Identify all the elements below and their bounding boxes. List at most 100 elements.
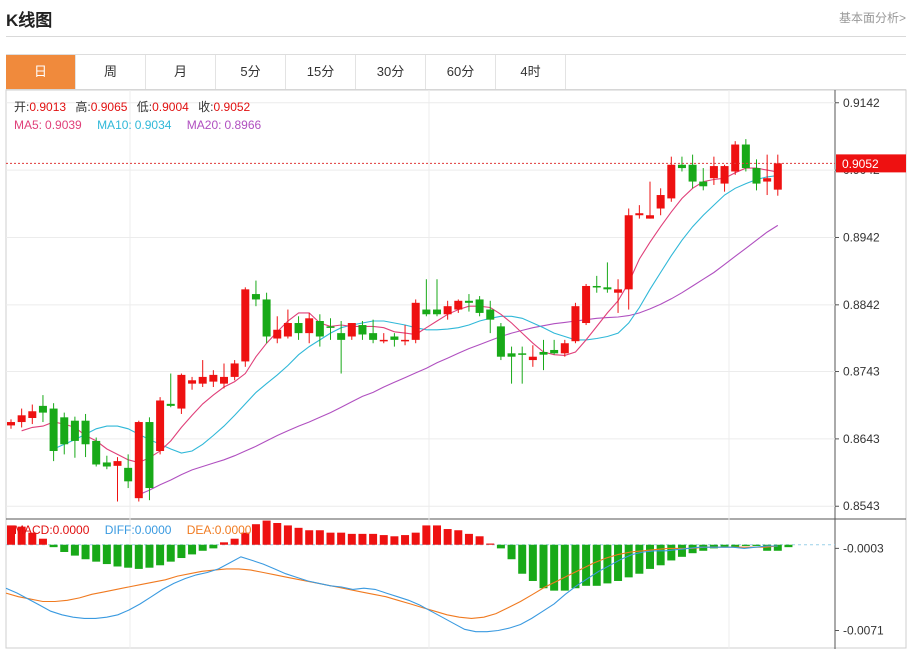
tab-30min[interactable]: 30分: [356, 55, 426, 89]
candle-body: [518, 353, 527, 355]
price-tick-label: 0.8842: [843, 298, 880, 312]
macd-bar: [635, 544, 644, 574]
candle-body: [230, 363, 239, 377]
macd-bar: [358, 533, 367, 545]
candle-body: [283, 323, 292, 337]
macd-legend: MACD:0.0000 DIFF:0.0000 DEA:0.0000: [14, 523, 252, 537]
macd-bar: [592, 544, 601, 586]
tab-5min[interactable]: 5分: [216, 55, 286, 89]
macd-bar: [486, 543, 495, 545]
candle-body: [592, 285, 601, 288]
macd-bar: [113, 544, 122, 567]
macd-bar: [102, 544, 111, 565]
price-tick-label: 0.8942: [843, 230, 880, 244]
fundamental-analysis-link[interactable]: 基本面分析>: [838, 11, 906, 25]
chart-frame: [5, 89, 907, 649]
candle-body: [422, 309, 431, 315]
candle-body: [251, 294, 260, 300]
macd-bar: [539, 544, 548, 589]
candle-body: [390, 336, 399, 340]
candle-body: [347, 323, 356, 337]
macd-bar: [496, 544, 505, 549]
candle-body: [145, 422, 154, 489]
period-tabs: 日 周 月 5分 15分 30分 60分 4时: [6, 54, 906, 90]
candle-body: [156, 400, 165, 452]
candle-body: [220, 376, 228, 384]
macd-bar: [656, 544, 665, 566]
macd-histogram: [7, 520, 793, 591]
macd-bar: [773, 544, 782, 551]
ma-legend: MA5: 0.9039 MA10: 0.9034 MA20: 0.8966: [14, 118, 262, 132]
candle-body: [38, 405, 47, 413]
candle-body: [411, 302, 420, 340]
ma20-line: [138, 224, 779, 496]
last-price-badge: [836, 154, 906, 173]
macd-bar: [614, 544, 623, 581]
macd-bar: [433, 525, 441, 545]
macd-bar: [667, 544, 676, 561]
price-tick-label: 0.9142: [843, 96, 880, 110]
macd-bar: [241, 532, 250, 545]
tab-day[interactable]: 日: [6, 55, 76, 89]
candle-body: [741, 144, 750, 169]
macd-bar: [294, 527, 303, 545]
tab-month[interactable]: 月: [146, 55, 216, 89]
dea-line: [5, 545, 778, 619]
candle-body: [401, 339, 410, 342]
macd-bar: [443, 529, 452, 545]
tab-60min[interactable]: 60分: [426, 55, 496, 89]
header-divider: [6, 36, 906, 37]
candle-body: [614, 289, 623, 293]
macd-bar: [454, 530, 463, 545]
macd-bar: [411, 532, 420, 545]
candle-body: [70, 420, 79, 441]
macd-bar: [92, 544, 101, 562]
candle-body: [358, 325, 367, 335]
macd-bar: [326, 532, 335, 545]
macd-bar: [709, 544, 718, 549]
macd-bar: [390, 536, 399, 545]
candle-body: [177, 374, 186, 409]
macd-bar: [518, 544, 527, 574]
dea-path: [5, 545, 778, 619]
macd-bar: [550, 544, 559, 591]
tab-15min[interactable]: 15分: [286, 55, 356, 89]
candle-body: [656, 195, 665, 209]
macd-bar: [677, 544, 686, 557]
ma5-line: [21, 167, 778, 464]
macd-bar: [17, 526, 26, 545]
macd-bar: [475, 536, 484, 545]
candle-body: [752, 168, 761, 184]
candle-body: [528, 356, 537, 361]
macd-bar: [422, 525, 431, 545]
macd-bar: [401, 535, 410, 545]
macd-bar: [251, 524, 260, 545]
macd-bar: [262, 520, 271, 545]
tab-week[interactable]: 周: [76, 55, 146, 89]
ohlc-legend: 开:0.9013 高:0.9065 低:0.9004 收:0.9052: [14, 99, 251, 114]
candle-body: [17, 415, 26, 423]
last-price-label: 0.9052: [842, 157, 879, 171]
macd-bar: [571, 544, 580, 589]
macd-bar: [624, 544, 633, 578]
macd-bar: [315, 530, 324, 545]
candle-body: [166, 403, 175, 406]
candle-body: [294, 323, 303, 334]
macd-bar: [49, 544, 58, 548]
macd-bar: [38, 538, 47, 545]
macd-bar: [134, 544, 143, 569]
macd-bar: [273, 523, 282, 545]
candle-body: [646, 215, 654, 219]
candle-body: [635, 213, 644, 216]
candle-body: [550, 349, 559, 354]
tab-4hour[interactable]: 4时: [496, 55, 566, 89]
kline-chart[interactable]: 0.91420.90420.89420.88420.87430.86430.85…: [0, 89, 914, 649]
candle-body: [454, 300, 463, 310]
macd-bar: [741, 544, 750, 546]
macd-bar: [156, 544, 165, 566]
candle-body: [81, 420, 90, 445]
page-title: K线图: [6, 11, 53, 30]
macd-bar: [528, 544, 537, 581]
candle-body: [688, 164, 697, 182]
macd-bar: [230, 538, 239, 545]
